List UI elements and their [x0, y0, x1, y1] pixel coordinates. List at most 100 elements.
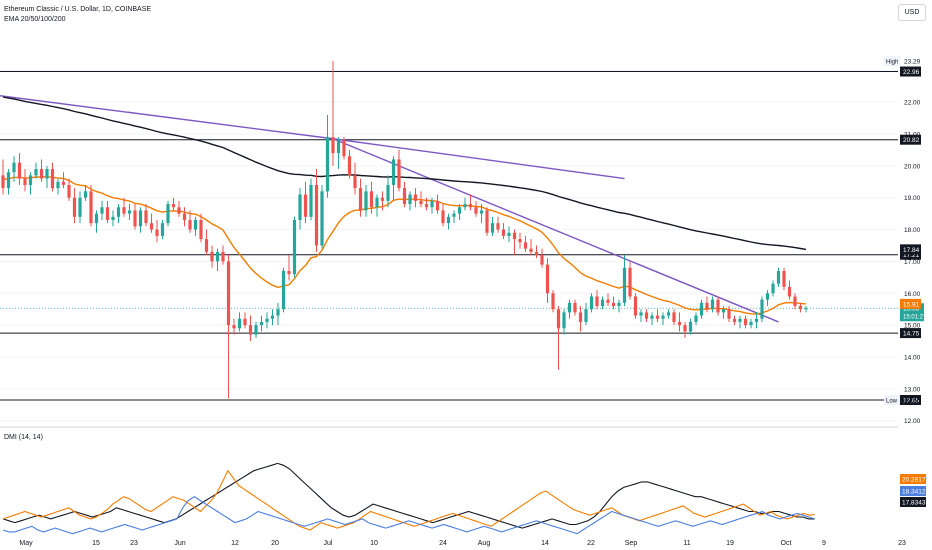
countdown: 15:01:27 [903, 315, 927, 321]
candle-body [534, 251, 539, 256]
candle-body [529, 248, 533, 252]
candle-body [105, 207, 110, 220]
x-tick-label: 23 [898, 540, 906, 547]
price-level-tag [900, 134, 921, 145]
dmi-value-tag [900, 486, 926, 496]
y-tick-label: 13.00 [904, 386, 921, 393]
ema-tag [900, 298, 921, 309]
candle-body [12, 162, 16, 173]
candle-body [72, 197, 77, 217]
candle-body [17, 162, 22, 179]
candle-body [716, 299, 720, 313]
extreme-value: 12.65 [904, 398, 921, 405]
candle-body [127, 210, 132, 214]
candle-body [430, 200, 434, 208]
x-tick-label: 24 [439, 540, 447, 547]
candle-body [111, 216, 115, 220]
candle-body [683, 325, 687, 332]
candle-body [743, 318, 748, 326]
y-tick-label: 19.00 [904, 195, 921, 202]
minus-di-line [2, 469, 815, 531]
dmi-value-label: 17.8343 [902, 500, 926, 507]
candle-body [738, 318, 742, 322]
candle-body [166, 204, 170, 224]
candle-body [793, 296, 797, 307]
candle-body [160, 223, 165, 236]
price-level-label: 17.21 [903, 252, 920, 259]
candle-body [171, 204, 176, 208]
candle-body [600, 299, 605, 307]
candle-body [397, 159, 401, 189]
candle-body [710, 299, 715, 310]
candle-body [562, 312, 566, 329]
trendline-upper-right [332, 138, 625, 180]
x-tick-label: Jun [174, 540, 185, 547]
candle-body [606, 299, 610, 303]
candle-body [732, 318, 737, 322]
extreme-tag: High [886, 60, 898, 66]
candle-body [463, 204, 467, 208]
candle-body [342, 140, 346, 157]
candle-body [265, 318, 269, 322]
candle-body [347, 156, 352, 176]
candle-body [94, 213, 99, 224]
candle-body [798, 306, 803, 310]
price-level-tag [900, 249, 921, 260]
dmi-value-tag [900, 474, 926, 484]
candle-body [655, 315, 660, 319]
trendlines [0, 95, 779, 323]
candle-body [782, 270, 786, 287]
candle-body [375, 197, 379, 208]
candle-body [116, 207, 121, 217]
candle-body [23, 178, 27, 185]
candle-body [699, 302, 704, 316]
candle-body [1, 175, 5, 189]
candle-body [358, 188, 363, 211]
extreme-tag-box [884, 56, 900, 67]
candle-body [303, 194, 308, 217]
indicator-legend[interactable]: EMA 20/50/100/200 [4, 16, 66, 23]
price-level-label: 20.82 [903, 137, 920, 144]
candle-body [309, 184, 313, 217]
candle-body [633, 296, 638, 316]
candle-body [452, 213, 456, 217]
candle-body [336, 140, 341, 154]
candle-body [292, 219, 297, 275]
candle-body [496, 223, 500, 230]
candle-body [694, 315, 698, 322]
price-axis[interactable]: 12.00 13.00 14.00 15.00 16.00 17.00 18.00 19.00… [884, 56, 927, 425]
candle-body [446, 216, 451, 224]
x-tick-label: 14 [541, 540, 549, 547]
last-price-value: 15.53 [903, 306, 920, 313]
y-tick-label: 22.00 [904, 100, 921, 107]
time-axis[interactable]: May 15 23 Jun 12 20 Jul 10 24 Aug 14 22 Sep 11 19 Oct 9 2… [19, 540, 906, 547]
x-tick-label: 11 [683, 540, 690, 547]
currency-button[interactable]: USD [898, 4, 926, 21]
candle-body [578, 312, 583, 322]
price-level-tag [900, 66, 921, 77]
candle-body [259, 321, 264, 326]
dmi-pane [2, 462, 815, 535]
ema-tag-label: 15.91 [903, 301, 920, 308]
candle-body [474, 207, 478, 214]
candle-body [221, 251, 225, 262]
candle-body [353, 175, 357, 189]
candle-body [6, 172, 11, 189]
x-tick-label: Sep [625, 540, 638, 547]
candle-body [100, 207, 104, 214]
dmi-legend[interactable]: DMI (14, 14) [4, 434, 43, 441]
extreme-tag-box [884, 395, 900, 405]
candle-body [424, 204, 429, 208]
symbol-title[interactable]: Ethereum Classic / U.S. Dollar, 1D, COIN… [4, 6, 152, 13]
candle-body [287, 270, 291, 275]
candle-body [441, 210, 445, 224]
candle-body [276, 309, 280, 316]
candle-body [595, 296, 599, 307]
candle-body [56, 181, 60, 189]
candle-body [419, 200, 423, 205]
candle-body [705, 302, 709, 310]
candle-body [177, 207, 181, 214]
candle-body [325, 137, 330, 192]
